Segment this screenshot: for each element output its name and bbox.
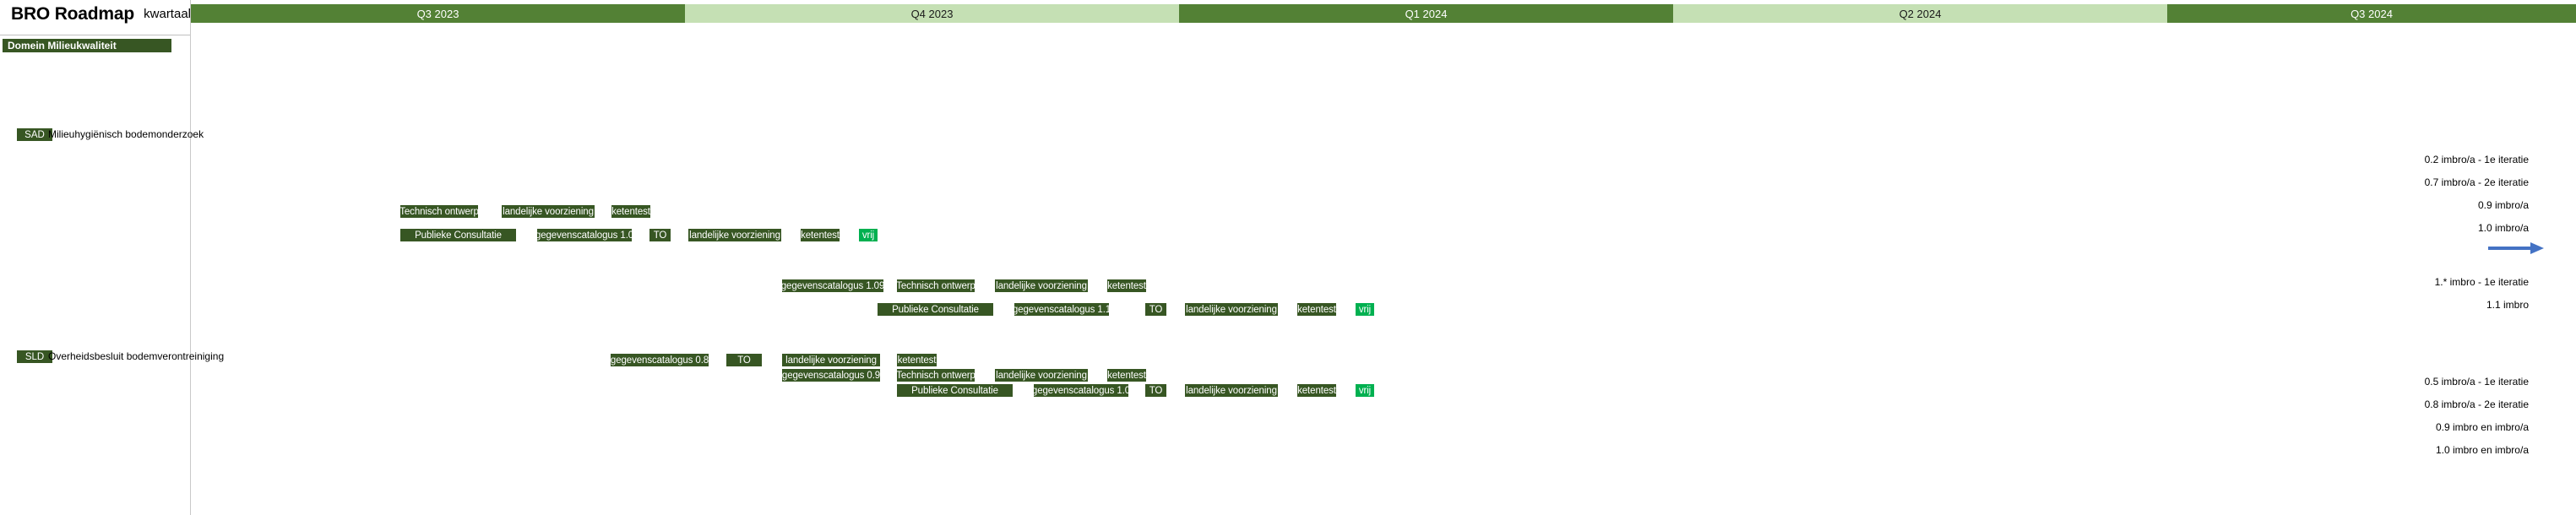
task-bar[interactable]: vrij	[859, 229, 878, 241]
task-bar[interactable]: ketentest	[801, 229, 840, 241]
task-bar[interactable]: ketentest	[1297, 384, 1336, 397]
group-title-sad: Milieuhygiënisch bodemonderzoek	[48, 128, 204, 140]
task-bar[interactable]: landelijke voorziening	[782, 354, 880, 366]
sidebar-row-label: 0.8 imbro/a - 2e iteratie	[2424, 398, 2529, 410]
task-bar[interactable]: gegevenscatalogus 1.0	[1034, 384, 1128, 397]
task-bar[interactable]: landelijke voorziening	[995, 369, 1088, 382]
task-bar[interactable]: Technisch ontwerp	[897, 369, 975, 382]
task-bar[interactable]: TO	[1145, 384, 1166, 397]
group-title-sld: Overheidsbesluit bodemverontreiniging	[48, 350, 225, 362]
group-code-chip-sld: SLD	[17, 350, 52, 363]
task-bar[interactable]: ketentest	[1107, 279, 1146, 292]
group-code-chip-sad: SAD	[17, 128, 52, 141]
quarter-header-4[interactable]: Q2 2024	[1673, 4, 2167, 23]
sidebar-row-label: 0.2 imbro/a - 1e iteratie	[2424, 154, 2529, 165]
sidebar-row-label: 0.7 imbro/a - 2e iteratie	[2424, 176, 2529, 188]
task-bar[interactable]: landelijke voorziening	[1185, 384, 1278, 397]
quarter-header-5[interactable]: Q3 2024	[2167, 4, 2576, 23]
sidebar-divider	[190, 0, 191, 515]
task-bar[interactable]: Technisch ontwerp	[897, 279, 975, 292]
task-bar[interactable]: Technisch ontwerp	[400, 205, 478, 218]
sidebar-row-label: 0.9 imbro en imbro/a	[2435, 421, 2529, 433]
task-bar[interactable]: Publieke Consultatie	[878, 303, 993, 316]
task-bar[interactable]: TO	[649, 229, 671, 241]
quarter-header-2[interactable]: Q4 2023	[685, 4, 1179, 23]
sidebar-row-label: 0.9 imbro/a	[2477, 199, 2529, 211]
task-bar[interactable]: TO	[726, 354, 762, 366]
task-bar[interactable]: gegevenscatalogus 0.9	[782, 369, 880, 382]
task-bar[interactable]: Publieke Consultatie	[897, 384, 1013, 397]
sidebar-row-label: 1.1 imbro	[2486, 299, 2529, 311]
task-bar[interactable]: vrij	[1356, 303, 1374, 316]
arrow-shaft	[2488, 247, 2532, 250]
task-bar[interactable]: landelijke voorziening	[995, 279, 1088, 292]
task-bar[interactable]: ketentest	[611, 205, 650, 218]
task-bar[interactable]: ketentest	[1297, 303, 1336, 316]
timescale-label: kwartaal	[144, 7, 191, 21]
page-title: BRO Roadmap	[11, 4, 134, 24]
sidebar-row-label: 1.* imbro - 1e iteratie	[2434, 276, 2529, 288]
task-bar[interactable]: ketentest	[1107, 369, 1146, 382]
task-bar[interactable]: Publieke Consultatie	[400, 229, 516, 241]
arrow-head	[2530, 242, 2544, 254]
task-bar[interactable]: landelijke voorziening	[502, 205, 595, 218]
sidebar-row-label: 1.0 imbro/a	[2477, 222, 2529, 234]
task-bar[interactable]: landelijke voorziening	[1185, 303, 1278, 316]
task-bar[interactable]: TO	[1145, 303, 1166, 316]
task-bar[interactable]: gegevenscatalogus 1.09	[782, 279, 883, 292]
sidebar-row-label: 1.0 imbro en imbro/a	[2435, 444, 2529, 456]
task-bar[interactable]: gegevenscatalogus 0.8	[611, 354, 709, 366]
quarter-header-1[interactable]: Q3 2023	[191, 4, 685, 23]
task-bar[interactable]: gegevenscatalogus 1.0	[537, 229, 632, 241]
task-bar[interactable]: ketentest	[897, 354, 937, 366]
task-bar[interactable]: landelijke voorziening	[688, 229, 781, 241]
task-bar[interactable]: vrij	[1356, 384, 1374, 397]
domain-header: Domein Milieukwaliteit	[3, 39, 171, 52]
quarter-header-3[interactable]: Q1 2024	[1179, 4, 1673, 23]
right-arrow-icon	[2488, 242, 2547, 254]
sidebar-row-label: 0.5 imbro/a - 1e iteratie	[2424, 376, 2529, 388]
task-bar[interactable]: gegevenscatalogus 1.1	[1014, 303, 1109, 316]
